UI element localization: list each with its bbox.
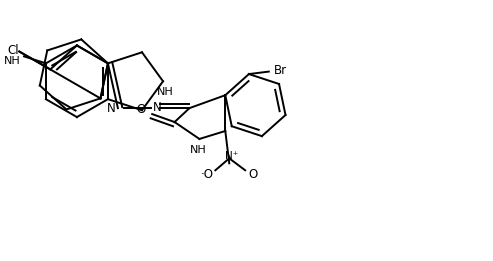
Text: ·O: ·O <box>200 168 213 181</box>
Text: N: N <box>153 101 162 114</box>
Text: N⁺: N⁺ <box>225 151 239 161</box>
Text: NH: NH <box>157 87 174 97</box>
Text: N: N <box>106 102 115 115</box>
Text: Br: Br <box>274 64 287 77</box>
Text: O: O <box>137 103 146 116</box>
Text: Cl: Cl <box>7 44 19 57</box>
Text: NH: NH <box>190 145 207 155</box>
Text: O: O <box>248 168 257 181</box>
Text: NH: NH <box>3 56 20 67</box>
